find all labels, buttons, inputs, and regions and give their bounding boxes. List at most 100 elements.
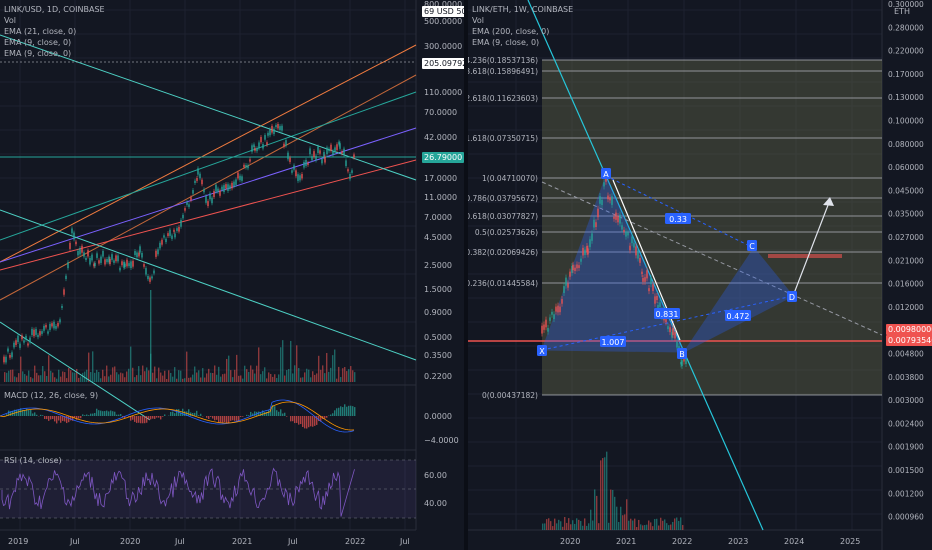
price-candle	[139, 246, 141, 253]
macd-axis-label: −4.0000	[424, 436, 459, 445]
price-candle	[235, 179, 237, 185]
pane-divider[interactable]	[464, 0, 468, 550]
price-candle	[79, 247, 81, 255]
pattern-point-x	[537, 345, 547, 356]
volume-bar	[154, 366, 156, 382]
volume-bar	[314, 374, 316, 382]
volume-bar	[624, 514, 626, 530]
macd-histogram-bar	[56, 416, 58, 424]
volume-bar	[236, 354, 238, 382]
volume-bar	[242, 378, 244, 382]
price-candle	[633, 242, 635, 248]
left-ema-21-label[interactable]: EMA (21, close, 0)	[4, 27, 77, 36]
volume-bar	[66, 378, 68, 382]
price-candle	[574, 267, 576, 271]
volume-bar	[158, 367, 160, 382]
price-candle	[205, 196, 207, 203]
volume-bar	[12, 369, 14, 382]
price-candle	[646, 270, 648, 279]
volume-bar	[120, 372, 122, 382]
volume-bar	[60, 376, 62, 382]
price-axis-label: 0.100000	[888, 117, 924, 126]
macd-histogram-bar	[84, 415, 86, 416]
macd-label[interactable]: MACD (12, 26, close, 9)	[4, 391, 99, 400]
volume-bar	[572, 520, 574, 530]
price-candle	[559, 306, 561, 313]
price-candle	[339, 143, 341, 149]
price-candle	[584, 249, 586, 255]
price-candle	[138, 252, 140, 257]
price-candle	[336, 144, 338, 150]
price-candle	[648, 288, 650, 292]
price-axis-label: 0.080000	[888, 140, 924, 149]
price-candle	[595, 222, 597, 228]
volume-bar	[306, 368, 308, 382]
link-usd-chart-canvas[interactable]: 800.0000 500.0000 300.0000 110.0000 70.0000 4…	[0, 0, 464, 550]
price-candle	[313, 151, 315, 158]
volume-bar	[168, 370, 170, 382]
volume-bar	[226, 358, 228, 382]
right-vol-label: Vol	[472, 16, 484, 25]
macd-histogram-bar	[50, 416, 52, 420]
price-axis-label: 0.003000	[888, 396, 924, 405]
price-candle	[617, 216, 619, 223]
volume-bar	[676, 517, 678, 530]
volume-bar	[134, 377, 136, 382]
macd-histogram-bar	[252, 413, 254, 416]
left-chart-pane[interactable]: 800.0000 500.0000 300.0000 110.0000 70.0000 4…	[0, 0, 470, 550]
macd-histogram-bar	[192, 413, 194, 416]
macd-histogram-bar	[134, 416, 136, 422]
macd-histogram-bar	[30, 409, 32, 416]
price-axis-label: 0.016000	[888, 280, 924, 289]
macd-histogram-bar	[98, 410, 100, 416]
volume-bar	[192, 374, 194, 382]
volume-bar	[106, 365, 108, 382]
price-candle	[113, 260, 115, 263]
rsi-axis-label: 40.00	[424, 499, 447, 508]
rsi-label[interactable]: RSI (14, close)	[4, 456, 62, 465]
macd-histogram-bar	[138, 416, 140, 423]
price-candle	[323, 151, 325, 158]
price-axis-label: 70.0000	[424, 108, 457, 117]
left-ema-9b-label[interactable]: EMA (9, close, 0)	[4, 49, 72, 58]
price-candle	[31, 328, 33, 335]
left-ema-9a-label[interactable]: EMA (9, close, 0)	[4, 38, 72, 47]
price-axis-label: 0.001900	[888, 443, 924, 452]
link-eth-chart-canvas[interactable]: 4.236(0.18537136) 3.618(0.15896491) 2.618(…	[468, 0, 932, 550]
price-candle	[319, 150, 321, 154]
volume-bar	[604, 457, 606, 530]
volume-bar	[10, 369, 12, 382]
price-candle	[273, 128, 275, 135]
volume-bar	[618, 521, 620, 530]
macd-histogram-bar	[324, 416, 326, 419]
right-ema-9-label[interactable]: EMA (9, close, 0)	[472, 38, 540, 47]
price-candle	[215, 184, 217, 192]
price-candle	[98, 260, 100, 264]
right-chart-pane[interactable]: 4.236(0.18537136) 3.618(0.15896491) 2.618(…	[468, 0, 932, 550]
price-candle	[41, 331, 43, 334]
macd-histogram-bar	[24, 410, 26, 416]
volume-bar	[264, 367, 266, 382]
price-candle	[627, 232, 629, 236]
volume-bar	[198, 370, 200, 382]
price-candle	[681, 360, 683, 367]
price-axis-label: 500.0000	[424, 17, 462, 26]
macd-histogram-bar	[284, 412, 286, 416]
volume-bar	[128, 368, 130, 382]
price-axis-label: 0.027000	[888, 233, 924, 242]
price-axis-label: 0.280000	[888, 23, 924, 32]
macd-histogram-bar	[230, 416, 232, 421]
volume-bar	[280, 347, 282, 382]
volume-bar	[268, 372, 270, 382]
price-candle	[237, 172, 239, 179]
price-candle	[557, 305, 559, 313]
volume-bar	[578, 519, 580, 530]
price-candle	[153, 270, 155, 274]
macd-histogram-bar	[88, 415, 90, 416]
volume-bar	[46, 375, 48, 382]
right-ema-200-label[interactable]: EMA (200, close, 0)	[472, 27, 550, 36]
volume-bar	[616, 506, 618, 530]
volume-bar	[98, 371, 100, 382]
price-candle	[555, 306, 557, 312]
macd-histogram-bar	[6, 414, 8, 416]
